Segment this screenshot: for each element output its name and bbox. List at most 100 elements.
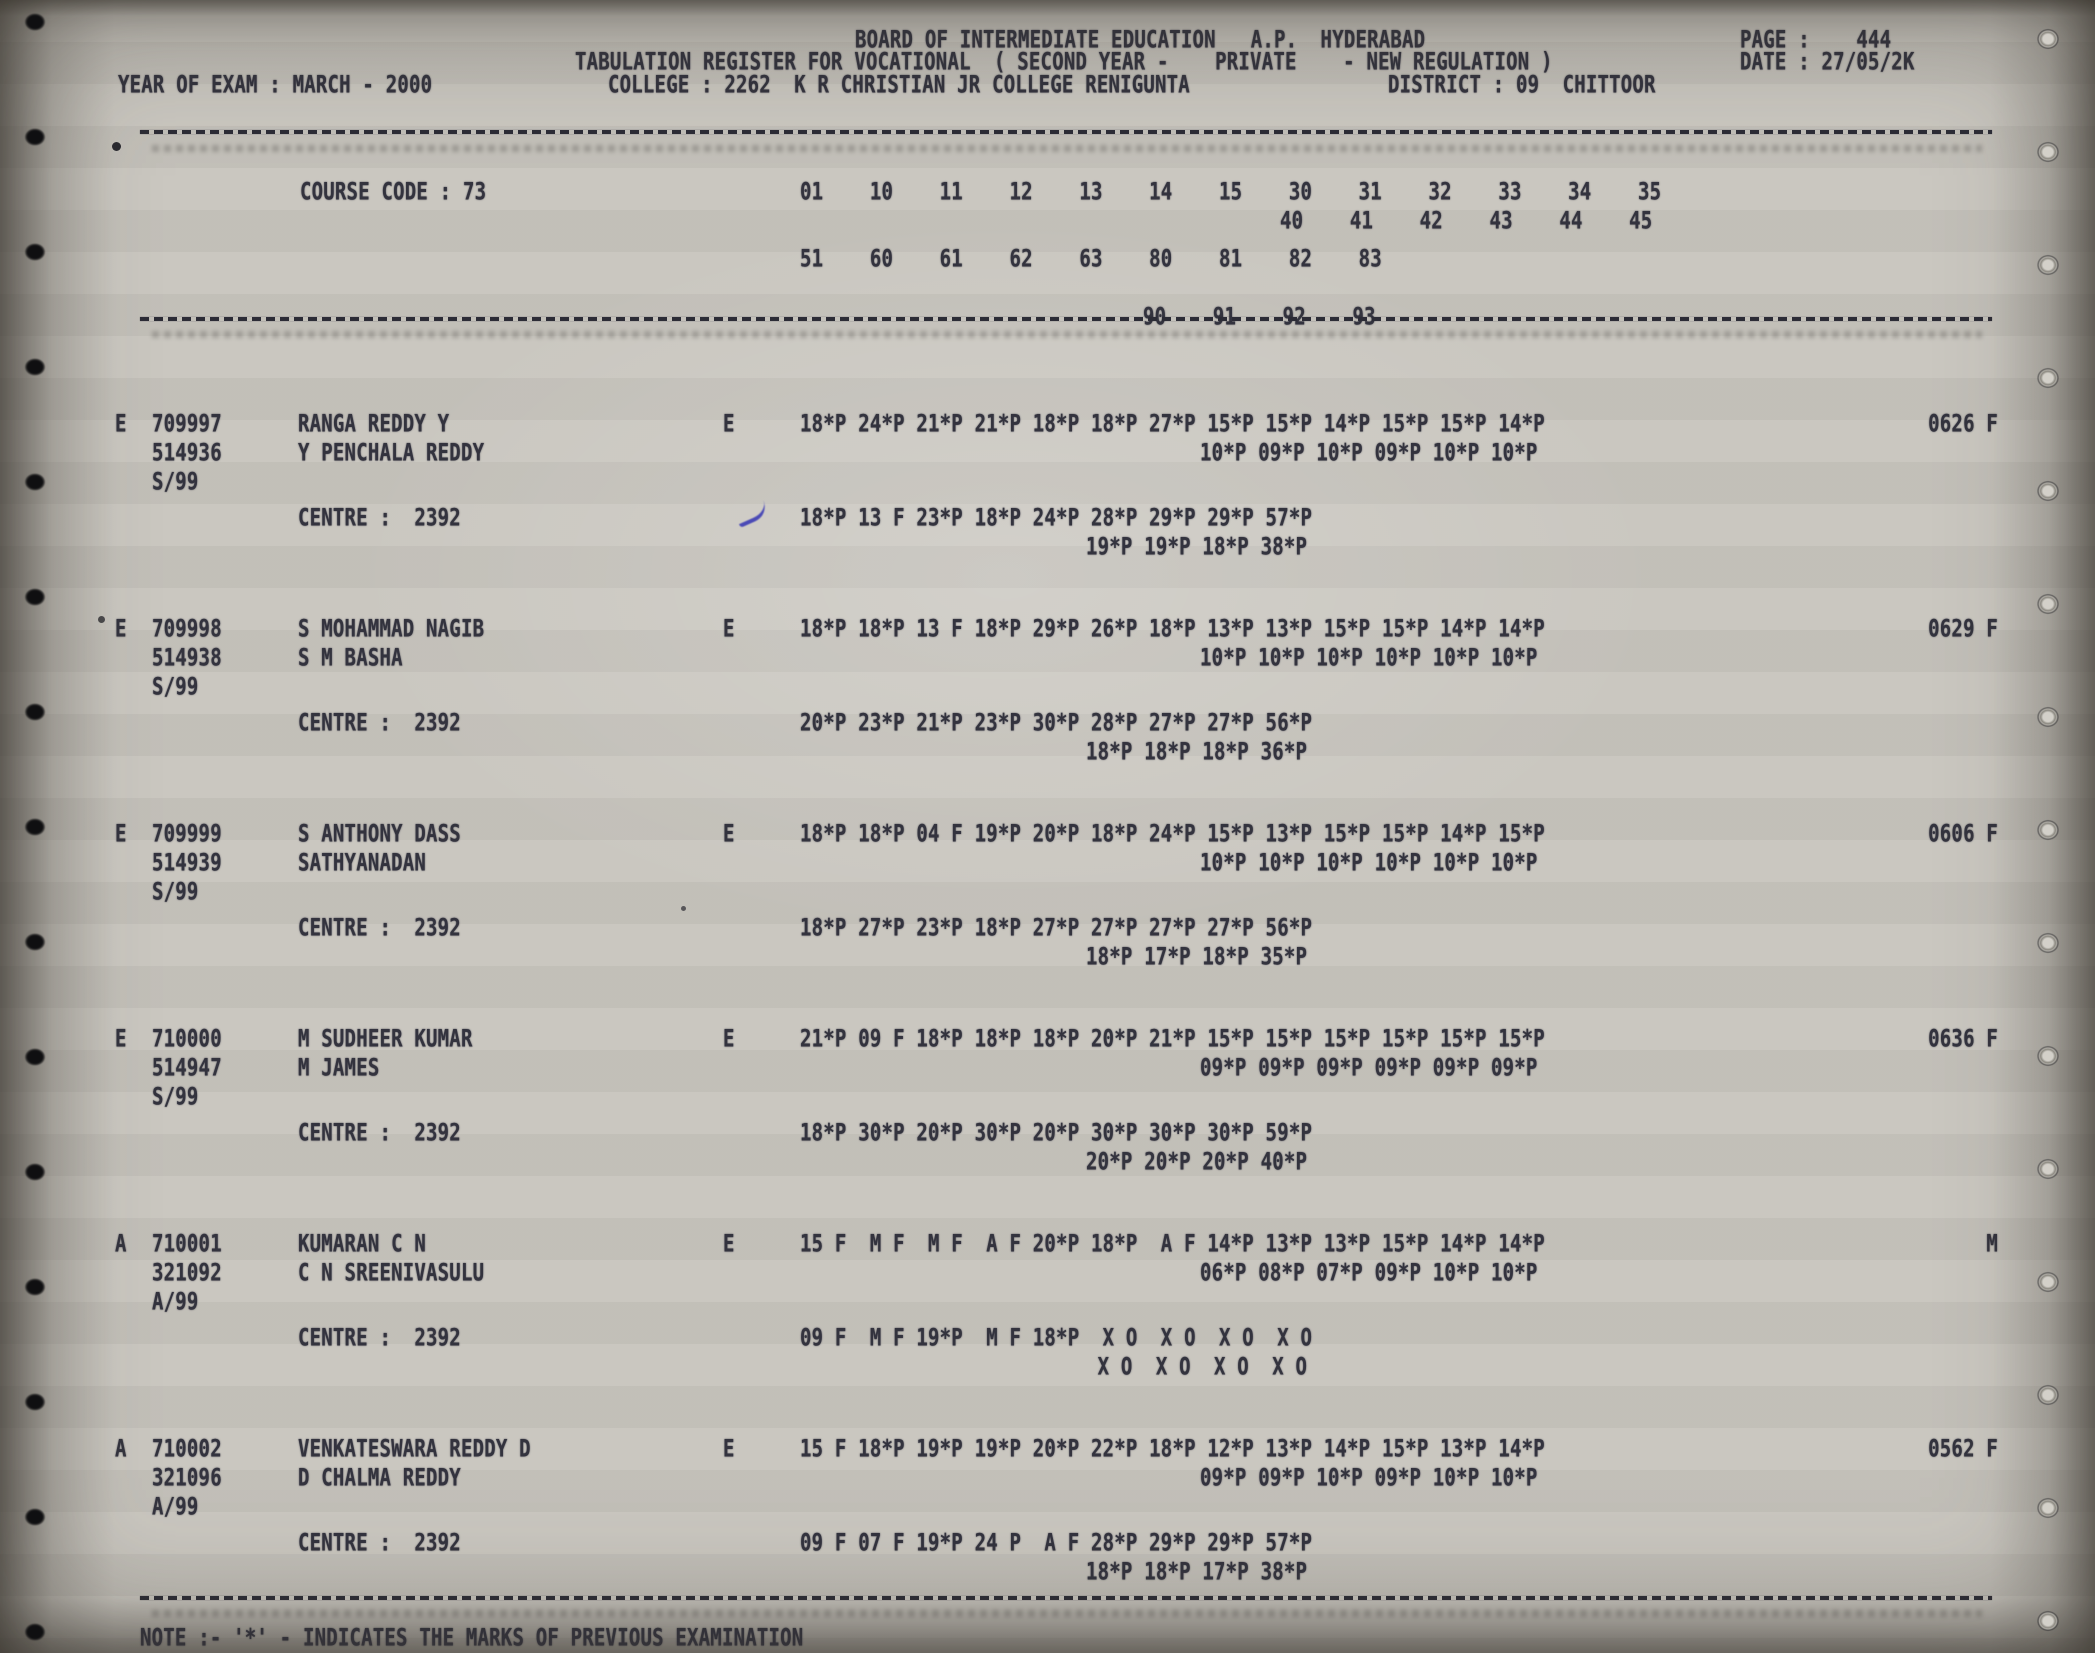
separator-line [140, 130, 1992, 134]
appearance-code: S/99 [152, 468, 199, 496]
father-name: S M BASHA [298, 644, 403, 672]
ink-speck [98, 616, 105, 623]
ink-speck [112, 142, 121, 151]
marks-row-2: 10*P 10*P 10*P 10*P 10*P 10*P [1200, 644, 1538, 672]
marks-row-1: 21*P 09 F 18*P 18*P 18*P 20*P 21*P 15*P … [800, 1025, 1545, 1053]
centre-marks-row-1: 09 F 07 F 19*P 24 P A F 28*P 29*P 29*P 5… [800, 1529, 1313, 1557]
student-name: RANGA REDDY Y [298, 410, 450, 438]
result-total: M [1986, 1230, 1998, 1258]
centre-marks-row-2: X O X O X O X O [1086, 1353, 1308, 1381]
status-flag: E [115, 1025, 127, 1053]
footer-note: NOTE :- '*' - INDICATES THE MARKS OF PRE… [140, 1624, 804, 1652]
father-name: D CHALMA REDDY [298, 1464, 461, 1492]
register-title: TABULATION REGISTER FOR VOCATIONAL ( SEC… [575, 48, 1553, 76]
student-name: M SUDHEER KUMAR [298, 1025, 473, 1053]
centre-marks-row-1: 18*P 27*P 23*P 18*P 27*P 27*P 27*P 27*P … [800, 914, 1313, 942]
student-name: KUMARAN C N [298, 1230, 427, 1258]
register-number: 709998 [152, 615, 222, 643]
marks-row-2: 10*P 10*P 10*P 10*P 10*P 10*P [1200, 849, 1538, 877]
student-record: E 709998 S MOHAMMAD NAGIB E 18*P 18*P 13… [0, 615, 2095, 770]
result-total: 0626 F [1928, 410, 1998, 438]
status-flag: A [115, 1435, 127, 1463]
register-number: 710000 [152, 1025, 222, 1053]
separator-line [140, 317, 1992, 321]
centre-marks-row-1: 18*P 13 F 23*P 18*P 24*P 28*P 29*P 29*P … [800, 504, 1313, 532]
print-ghost-line [152, 1610, 1982, 1617]
student-record: E 709997 RANGA REDDY Y E 18*P 24*P 21*P … [0, 410, 2095, 565]
centre-marks-row-1: 09 F M F 19*P M F 18*P X O X O X O X O [800, 1324, 1313, 1352]
previous-roll-no: 514936 [152, 439, 222, 467]
course-code-label: COURSE CODE : 73 [300, 178, 487, 206]
marks-row-1: 15 F M F M F A F 20*P 18*P A F 14*P 13*P… [800, 1230, 1545, 1258]
centre-label: CENTRE : 2392 [298, 709, 461, 737]
centre-label: CENTRE : 2392 [298, 1529, 461, 1557]
year-of-exam: YEAR OF EXAM : MARCH - 2000 [118, 71, 433, 99]
father-name: M JAMES [298, 1054, 380, 1082]
centre-marks-row-2: 20*P 20*P 20*P 40*P [1086, 1148, 1308, 1176]
marks-row-1: 15 F 18*P 19*P 19*P 20*P 22*P 18*P 12*P … [800, 1435, 1545, 1463]
centre-label: CENTRE : 2392 [298, 1324, 461, 1352]
status-flag: E [115, 615, 127, 643]
sprocket-holes-right [2024, 20, 2070, 1652]
medium-code: E [723, 1435, 735, 1463]
appearance-code: S/99 [152, 878, 199, 906]
subject-codes-row2: 40 41 42 43 44 45 [1280, 207, 1653, 235]
result-total: 0629 F [1928, 615, 1998, 643]
medium-code: E [723, 615, 735, 643]
centre-label: CENTRE : 2392 [298, 504, 461, 532]
appearance-code: S/99 [152, 673, 199, 701]
student-name: VENKATESWARA REDDY D [298, 1435, 531, 1463]
marks-row-2: 10*P 09*P 10*P 09*P 10*P 10*P [1200, 439, 1538, 467]
centre-marks-row-2: 18*P 17*P 18*P 35*P [1086, 943, 1308, 971]
status-flag: E [115, 820, 127, 848]
appearance-code: A/99 [152, 1288, 199, 1316]
marks-row-2: 09*P 09*P 10*P 09*P 10*P 10*P [1200, 1464, 1538, 1492]
status-flag: E [115, 410, 127, 438]
separator-line [140, 1596, 1992, 1600]
student-record: A 710002 VENKATESWARA REDDY D E 15 F 18*… [0, 1435, 2095, 1590]
register-number: 710001 [152, 1230, 222, 1258]
marks-row-1: 18*P 18*P 04 F 19*P 20*P 18*P 24*P 15*P … [800, 820, 1545, 848]
ink-speck [681, 906, 686, 911]
appearance-code: S/99 [152, 1083, 199, 1111]
sprocket-holes-left [12, 2, 58, 1652]
status-flag: A [115, 1230, 127, 1258]
father-name: C N SREENIVASULU [298, 1259, 485, 1287]
register-number: 709997 [152, 410, 222, 438]
centre-marks-row-2: 19*P 19*P 18*P 38*P [1086, 533, 1308, 561]
marks-row-2: 09*P 09*P 09*P 09*P 09*P 09*P [1200, 1054, 1538, 1082]
result-total: 0562 F [1928, 1435, 1998, 1463]
centre-marks-row-1: 20*P 23*P 21*P 23*P 30*P 28*P 27*P 27*P … [800, 709, 1313, 737]
medium-code: E [723, 1230, 735, 1258]
centre-label: CENTRE : 2392 [298, 1119, 461, 1147]
marks-row-1: 18*P 18*P 13 F 18*P 29*P 26*P 18*P 13*P … [800, 615, 1545, 643]
register-number: 709999 [152, 820, 222, 848]
centre-label: CENTRE : 2392 [298, 914, 461, 942]
student-name: S ANTHONY DASS [298, 820, 461, 848]
student-record: A 710001 KUMARAN C N E 15 F M F M F A F … [0, 1230, 2095, 1385]
marks-row-2: 06*P 08*P 07*P 09*P 10*P 10*P [1200, 1259, 1538, 1287]
previous-roll-no: 321096 [152, 1464, 222, 1492]
result-total: 0606 F [1928, 820, 1998, 848]
subject-codes-row1: 01 10 11 12 13 14 15 30 31 32 33 34 35 [800, 178, 1662, 206]
previous-roll-no: 514938 [152, 644, 222, 672]
result-total: 0636 F [1928, 1025, 1998, 1053]
print-date: DATE : 27/05/2K [1740, 48, 1915, 76]
board-title: BOARD OF INTERMEDIATE EDUCATION A.P. HYD… [855, 26, 1426, 54]
father-name: Y PENCHALA REDDY [298, 439, 485, 467]
centre-marks-row-2: 18*P 18*P 18*P 36*P [1086, 738, 1308, 766]
centre-marks-row-1: 18*P 30*P 20*P 30*P 20*P 30*P 30*P 30*P … [800, 1119, 1313, 1147]
page-number: PAGE : 444 [1740, 26, 1892, 54]
medium-code: E [723, 410, 735, 438]
medium-code: E [723, 1025, 735, 1053]
subject-codes-row4: 90 91 92 93 [1143, 303, 1376, 331]
subject-codes-row3: 51 60 61 62 63 80 81 82 83 [800, 245, 1382, 273]
appearance-code: A/99 [152, 1493, 199, 1521]
centre-marks-row-2: 18*P 18*P 17*P 38*P [1086, 1558, 1308, 1586]
previous-roll-no: 321092 [152, 1259, 222, 1287]
medium-code: E [723, 820, 735, 848]
student-record: E 710000 M SUDHEER KUMAR E 21*P 09 F 18*… [0, 1025, 2095, 1180]
previous-roll-no: 514939 [152, 849, 222, 877]
previous-roll-no: 514947 [152, 1054, 222, 1082]
